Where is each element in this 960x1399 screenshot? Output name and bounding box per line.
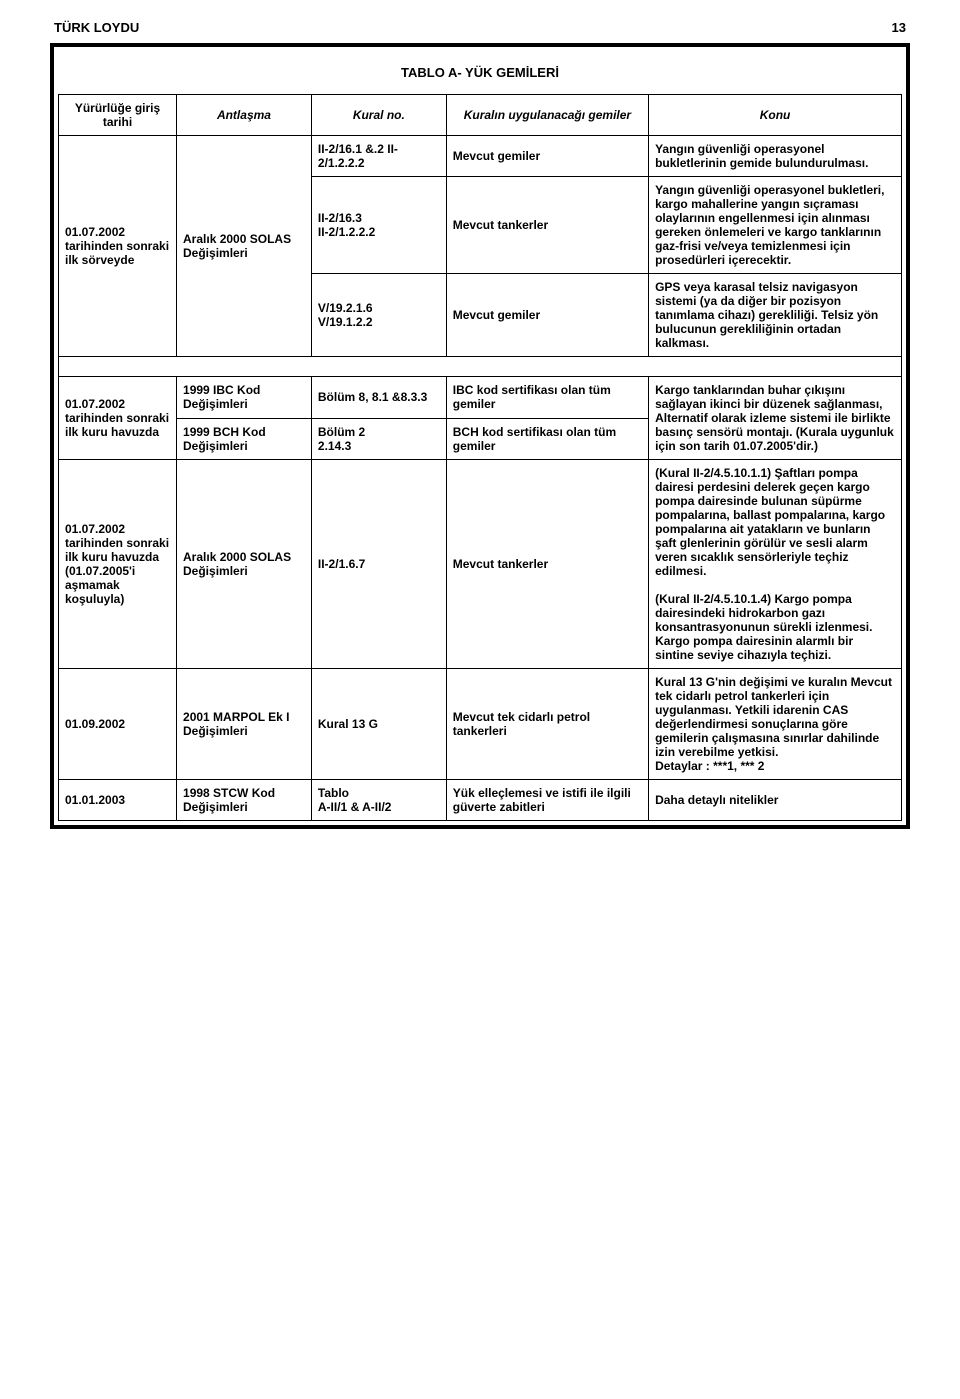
cell-rule: II-2/16.3 II-2/1.2.2.2 — [311, 177, 446, 274]
cell-topic: Yangın güvenliği operasyonel bukletlerin… — [649, 136, 902, 177]
cell-rule: Tablo A-II/1 & A-II/2 — [311, 780, 446, 821]
cell-date: 01.07.2002 tarihinden sonraki ilk kuru h… — [59, 460, 177, 669]
cell-date: 01.01.2003 — [59, 780, 177, 821]
cell-ships: Mevcut gemiler — [446, 274, 648, 357]
col-header-treaty: Antlaşma — [177, 95, 312, 136]
cell-topic: Kargo tanklarından buhar çıkışını sağlay… — [649, 377, 902, 460]
col-header-topic: Konu — [649, 95, 902, 136]
cell-treaty: 1999 IBC Kod Değişimleri — [177, 377, 312, 419]
cell-date: 01.07.2002 tarihinden sonraki ilk kuru h… — [59, 377, 177, 460]
table-row: 01.01.2003 1998 STCW Kod Değişimleri Tab… — [59, 780, 902, 821]
header-left: TÜRK LOYDU — [54, 20, 139, 35]
cell-topic: (Kural II-2/4.5.10.1.1) Şaftları pompa d… — [649, 460, 902, 669]
cell-topic: GPS veya karasal telsiz navigasyon siste… — [649, 274, 902, 357]
cell-topic: Daha detaylı nitelikler — [649, 780, 902, 821]
cell-date: 01.07.2002 tarihinden sonraki ilk sörvey… — [59, 136, 177, 357]
header-row: Yürürlüğe giriş tarihi Antlaşma Kural no… — [59, 95, 902, 136]
header-right: 13 — [892, 20, 906, 35]
cell-rule: V/19.2.1.6 V/19.1.2.2 — [311, 274, 446, 357]
page-header: TÜRK LOYDU 13 — [50, 20, 910, 35]
cell-rule: II-2/16.1 &.2 II-2/1.2.2.2 — [311, 136, 446, 177]
cell-treaty: 1999 BCH Kod Değişimleri — [177, 418, 312, 460]
col-header-rule: Kural no. — [311, 95, 446, 136]
cell-treaty: 2001 MARPOL Ek I Değişimleri — [177, 669, 312, 780]
table-row: 01.07.2002 tarihinden sonraki ilk sörvey… — [59, 136, 902, 177]
table-row: 01.07.2002 tarihinden sonraki ilk kuru h… — [59, 377, 902, 419]
cell-ships: BCH kod sertifikası olan tüm gemiler — [446, 418, 648, 460]
cell-ships: IBC kod sertifikası olan tüm gemiler — [446, 377, 648, 419]
table-row: 01.07.2002 tarihinden sonraki ilk kuru h… — [59, 460, 902, 669]
table-container: TABLO A- YÜK GEMİLERİ Yürürlüğe giriş ta… — [50, 43, 910, 829]
cell-treaty: Aralık 2000 SOLAS Değişimleri — [177, 136, 312, 357]
cell-rule: Kural 13 G — [311, 669, 446, 780]
cell-date: 01.09.2002 — [59, 669, 177, 780]
cell-rule: Bölüm 2 2.14.3 — [311, 418, 446, 460]
col-header-ships: Kuralın uygulanacağı gemiler — [446, 95, 648, 136]
cell-ships: Mevcut tankerler — [446, 460, 648, 669]
col-header-date: Yürürlüğe giriş tarihi — [59, 95, 177, 136]
cell-ships: Mevcut tankerler — [446, 177, 648, 274]
cell-treaty: Aralık 2000 SOLAS Değişimleri — [177, 460, 312, 669]
table-row: 01.09.2002 2001 MARPOL Ek I Değişimleri … — [59, 669, 902, 780]
cell-ships: Mevcut tek cidarlı petrol tankerleri — [446, 669, 648, 780]
cell-treaty: 1998 STCW Kod Değişimleri — [177, 780, 312, 821]
cell-ships: Mevcut gemiler — [446, 136, 648, 177]
main-table: Yürürlüğe giriş tarihi Antlaşma Kural no… — [58, 94, 902, 821]
cell-topic: Kural 13 G'nin değişimi ve kuralın Mevcu… — [649, 669, 902, 780]
gap-cell — [59, 357, 902, 377]
cell-ships: Yük elleçlemesi ve istifi ile ilgili güv… — [446, 780, 648, 821]
table-title: TABLO A- YÜK GEMİLERİ — [58, 51, 902, 94]
gap-row — [59, 357, 902, 377]
cell-rule: Bölüm 8, 8.1 &8.3.3 — [311, 377, 446, 419]
cell-rule: II-2/1.6.7 — [311, 460, 446, 669]
cell-topic: Yangın güvenliği operasyonel bukletleri,… — [649, 177, 902, 274]
page: TÜRK LOYDU 13 TABLO A- YÜK GEMİLERİ Yürü… — [0, 0, 960, 869]
